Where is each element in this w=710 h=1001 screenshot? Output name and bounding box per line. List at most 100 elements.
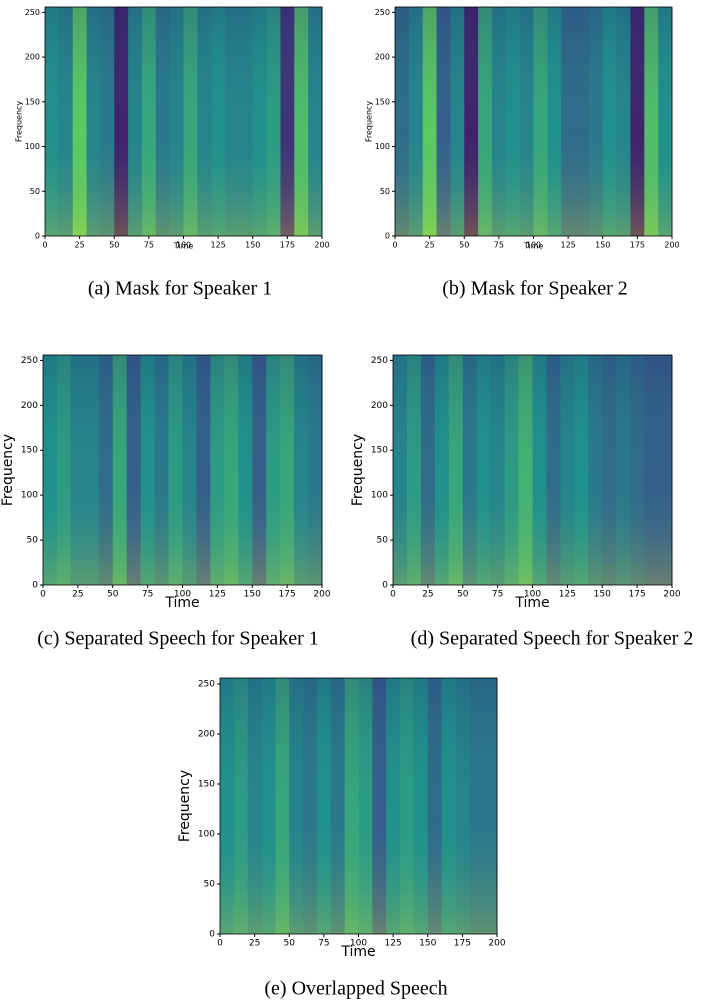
x-tick-label: 150 <box>244 590 261 600</box>
y-tick-label: 200 <box>21 401 38 411</box>
caption: (c) Separated Speech for Speaker 1 <box>37 628 319 650</box>
x-tick-label: 75 <box>142 590 153 600</box>
x-tick-label: 200 <box>313 590 330 600</box>
y-axis-label: Frequency <box>365 101 374 143</box>
x-tick-label: 200 <box>664 241 679 250</box>
x-tick-label: 175 <box>629 590 646 600</box>
x-axis-label: Time <box>340 944 375 960</box>
y-tick-label: 50 <box>30 187 40 196</box>
x-tick-label: 0 <box>40 590 46 600</box>
texture <box>220 678 497 934</box>
y-tick-label: 0 <box>32 581 38 591</box>
y-axis-label: Frequency <box>0 434 16 506</box>
y-tick-label: 100 <box>375 142 390 151</box>
x-tick-label: 100 <box>174 590 191 600</box>
x-tick-label: 200 <box>488 939 505 949</box>
texture <box>45 7 322 236</box>
y-axis-label: Frequency <box>350 434 366 506</box>
x-tick-label: 200 <box>663 590 680 600</box>
caption: (a) Mask for Speaker 1 <box>88 278 272 300</box>
y-tick-label: 50 <box>27 536 39 546</box>
x-tick-label: 0 <box>217 939 223 949</box>
texture <box>393 355 672 585</box>
panel: 0 25 50 75 100 125 150 175 200 0 50 100 150 200 250 Tim… <box>15 6 330 300</box>
caption: (b) Mask for Speaker 2 <box>442 278 628 300</box>
y-tick-label: 250 <box>198 680 215 690</box>
x-tick-label: 125 <box>209 590 226 600</box>
x-tick-label: 200 <box>314 241 329 250</box>
x-tick-label: 175 <box>454 939 471 949</box>
x-tick-label: 150 <box>419 939 436 949</box>
y-tick-label: 200 <box>375 53 390 62</box>
y-tick-label: 50 <box>377 536 389 546</box>
x-tick-label: 25 <box>249 939 260 949</box>
y-tick-label: 150 <box>21 446 38 456</box>
x-tick-label: 125 <box>560 241 575 250</box>
x-tick-label: 25 <box>425 241 435 250</box>
y-tick-label: 50 <box>380 187 390 196</box>
y-tick-label: 100 <box>198 830 215 840</box>
x-tick-label: 0 <box>390 590 396 600</box>
caption: (e) Overlapped Speech <box>264 978 447 1000</box>
x-tick-label: 0 <box>42 241 47 250</box>
caption: (d) Separated Speech for Speaker 2 <box>411 628 694 650</box>
x-tick-label: 25 <box>75 241 85 250</box>
y-tick-label: 250 <box>25 8 40 17</box>
y-tick-label: 150 <box>25 97 40 106</box>
y-tick-label: 0 <box>209 930 215 940</box>
y-tick-label: 100 <box>25 142 40 151</box>
x-tick-label: 150 <box>594 590 611 600</box>
x-tick-label: 50 <box>457 590 469 600</box>
x-tick-label: 100 <box>524 590 541 600</box>
y-tick-label: 0 <box>385 232 390 241</box>
x-tick-label: 50 <box>284 939 296 949</box>
x-axis-label: Time <box>523 242 544 251</box>
x-tick-label: 125 <box>559 590 576 600</box>
y-tick-label: 250 <box>21 356 38 366</box>
texture <box>43 355 322 585</box>
x-tick-label: 100 <box>176 241 191 250</box>
y-tick-label: 200 <box>198 730 215 740</box>
x-tick-label: 50 <box>459 241 469 250</box>
x-tick-label: 75 <box>492 590 503 600</box>
texture <box>395 7 672 236</box>
x-tick-label: 125 <box>210 241 225 250</box>
x-tick-label: 75 <box>318 939 329 949</box>
y-tick-label: 150 <box>371 446 388 456</box>
y-tick-label: 250 <box>375 8 390 17</box>
x-tick-label: 25 <box>422 590 433 600</box>
panel: 0 25 50 75 100 125 150 175 200 0 50 100 150 200 250 Tim… <box>177 677 506 1000</box>
y-tick-label: 200 <box>371 401 388 411</box>
x-tick-label: 0 <box>392 241 397 250</box>
y-tick-label: 100 <box>21 491 38 501</box>
x-tick-label: 125 <box>385 939 402 949</box>
panel: 0 25 50 75 100 125 150 175 200 0 50 100 150 200 250 Tim… <box>350 354 694 650</box>
x-tick-label: 25 <box>72 590 83 600</box>
x-tick-label: 50 <box>109 241 119 250</box>
x-tick-label: 150 <box>245 241 260 250</box>
panel: 0 25 50 75 100 125 150 175 200 0 50 100 150 200 250 Tim… <box>365 6 680 300</box>
x-axis-label: Time <box>514 595 549 611</box>
x-tick-label: 175 <box>279 590 296 600</box>
panel: 0 25 50 75 100 125 150 175 200 0 50 100 150 200 250 Tim… <box>0 354 331 650</box>
y-tick-label: 100 <box>371 491 388 501</box>
x-tick-label: 75 <box>144 241 154 250</box>
x-axis-label: Time <box>164 595 199 611</box>
x-tick-label: 100 <box>526 241 541 250</box>
x-tick-label: 150 <box>595 241 610 250</box>
x-tick-label: 100 <box>350 939 367 949</box>
x-tick-label: 75 <box>494 241 504 250</box>
y-tick-label: 0 <box>35 232 40 241</box>
y-axis-label: Frequency <box>177 770 193 842</box>
y-tick-label: 50 <box>204 880 216 890</box>
x-axis-label: Time <box>173 242 194 251</box>
y-tick-label: 150 <box>375 97 390 106</box>
x-tick-label: 175 <box>280 241 295 250</box>
y-axis-label: Frequency <box>15 101 24 143</box>
y-tick-label: 150 <box>198 780 215 790</box>
x-tick-label: 175 <box>630 241 645 250</box>
y-tick-label: 0 <box>382 581 388 591</box>
x-tick-label: 50 <box>107 590 119 600</box>
y-tick-label: 200 <box>25 53 40 62</box>
